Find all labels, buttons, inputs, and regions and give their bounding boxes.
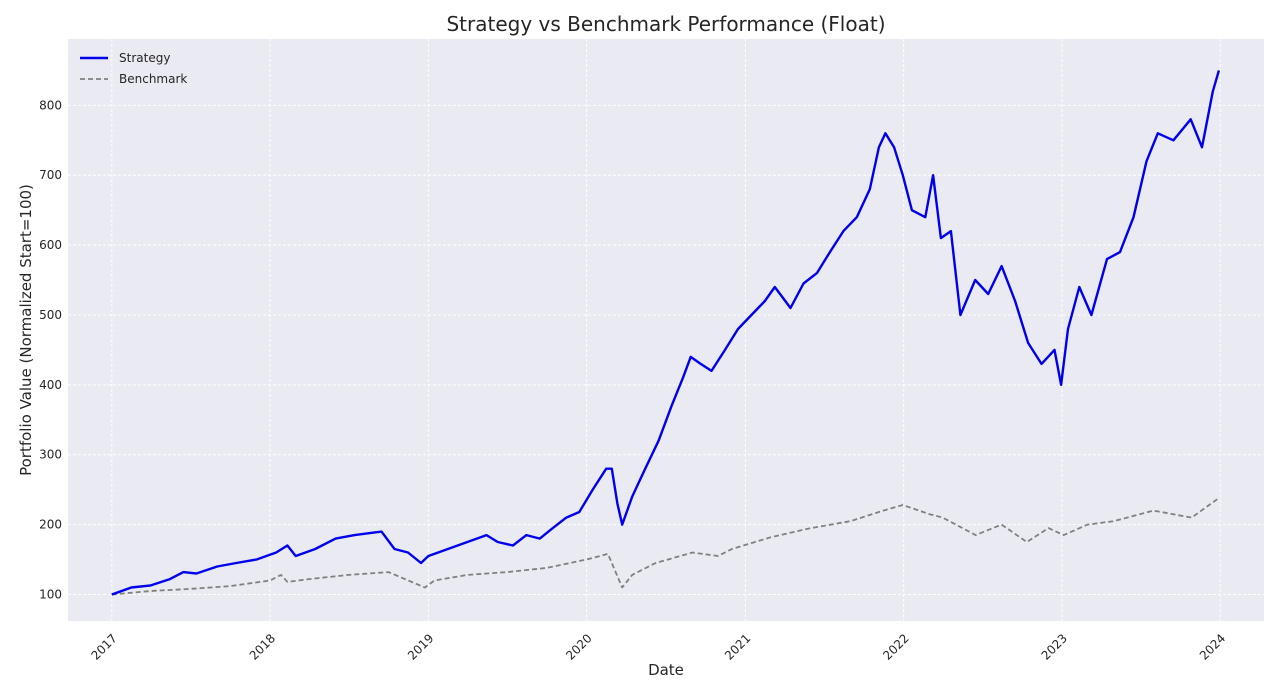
y-tick-label: 400 bbox=[39, 378, 62, 392]
y-tick-label: 800 bbox=[39, 98, 62, 112]
y-tick-label: 200 bbox=[39, 518, 62, 532]
x-tick-label: 2020 bbox=[563, 631, 594, 662]
benchmark-series-line bbox=[111, 497, 1220, 596]
y-tick-label: 700 bbox=[39, 168, 62, 182]
x-tick-label: 2023 bbox=[1039, 631, 1070, 662]
x-tick-label: 2019 bbox=[405, 631, 436, 662]
grid-lines bbox=[68, 39, 1264, 621]
x-tick-label: 2024 bbox=[1197, 631, 1228, 662]
y-tick-label: 600 bbox=[39, 238, 62, 252]
y-tick-labels: 100 200 300 400 500 600 700 800 bbox=[39, 98, 62, 601]
x-axis-label: Date bbox=[648, 661, 684, 679]
y-axis-label: Portfolio Value (Normalized Start=100) bbox=[17, 184, 35, 476]
legend: Strategy Benchmark bbox=[80, 51, 187, 86]
strategy-series-line bbox=[111, 70, 1221, 596]
plot-area bbox=[68, 39, 1264, 621]
y-tick-label: 100 bbox=[39, 587, 62, 601]
x-tick-label: 2018 bbox=[247, 631, 278, 662]
x-tick-label: 2021 bbox=[722, 631, 753, 662]
legend-label-strategy: Strategy bbox=[119, 51, 170, 65]
series-lines bbox=[111, 70, 1221, 596]
x-tick-label: 2022 bbox=[880, 631, 911, 662]
x-tick-labels: 2017 2018 2019 2020 2021 2022 2023 2024 bbox=[88, 631, 1228, 662]
y-tick-label: 300 bbox=[39, 448, 62, 462]
chart-title: Strategy vs Benchmark Performance (Float… bbox=[446, 12, 885, 36]
legend-label-benchmark: Benchmark bbox=[119, 72, 187, 86]
y-tick-label: 500 bbox=[39, 308, 62, 322]
x-tick-label: 2017 bbox=[88, 631, 119, 662]
